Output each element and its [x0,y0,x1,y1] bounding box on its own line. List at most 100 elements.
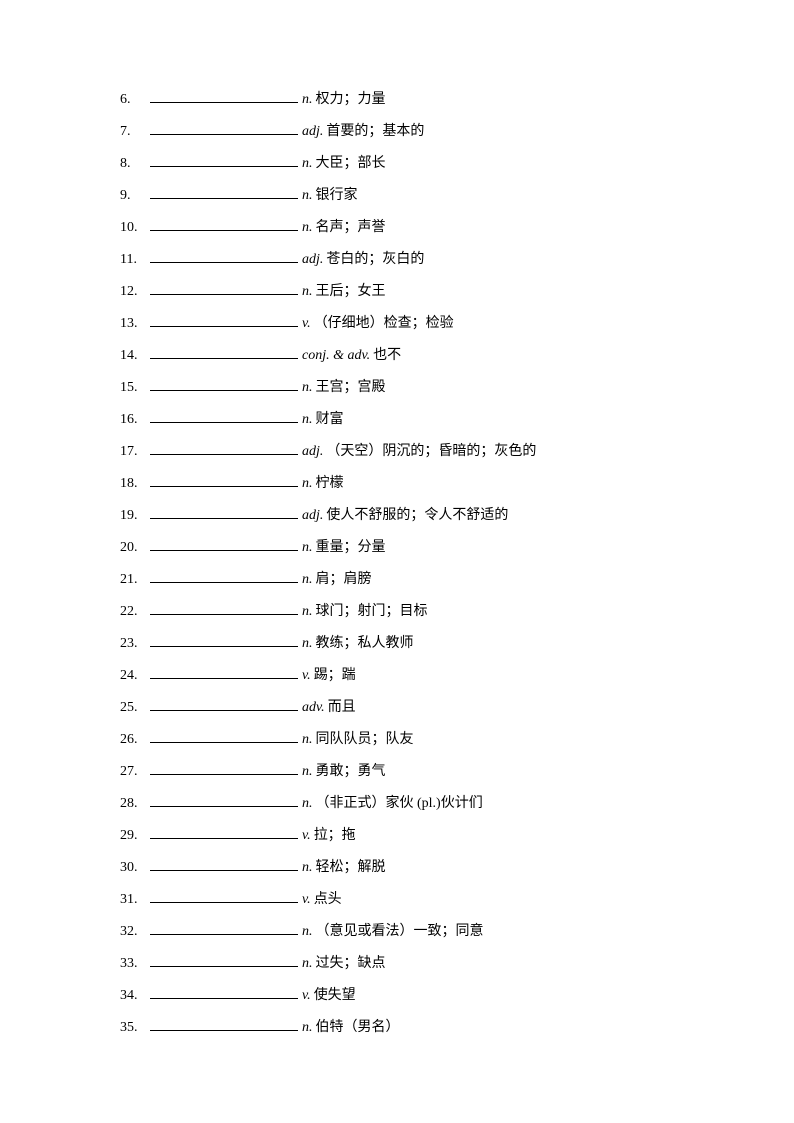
blank-line [150,473,298,487]
vocab-line: 26.n.同队队员；队友 [120,728,674,744]
item-number: 35. [120,1020,148,1036]
definition: 肩；肩膀 [316,568,372,588]
vocab-line: 10.n.名声；声誉 [120,216,674,232]
item-number: 32. [120,924,148,940]
part-of-speech: adj. [302,124,323,140]
part-of-speech: v. [302,316,311,332]
definition: 点头 [314,888,342,908]
item-number: 18. [120,476,148,492]
blank-line [150,601,298,615]
definition: 而且 [328,696,356,716]
vocabulary-list: 6.n.权力；力量7.adj.首要的；基本的8.n.大臣；部长9.n.银行家10… [120,88,674,1032]
blank-line [150,569,298,583]
item-number: 11. [120,252,148,268]
vocab-line: 20.n.重量；分量 [120,536,674,552]
part-of-speech: n. [302,220,313,236]
blank-line [150,633,298,647]
definition: 权力；力量 [316,88,386,108]
part-of-speech: n. [302,956,313,972]
part-of-speech: adv. [302,700,325,716]
definition: 柠檬 [316,472,344,492]
blank-line [150,185,298,199]
item-number: 34. [120,988,148,1004]
item-number: 21. [120,572,148,588]
definition: 轻松；解脱 [316,856,386,876]
part-of-speech: n. [302,92,313,108]
blank-line [150,697,298,711]
part-of-speech: n. [302,284,313,300]
definition: 教练；私人教师 [316,632,414,652]
vocab-line: 17.adj.（天空）阴沉的；昏暗的；灰色的 [120,440,674,456]
blank-line [150,889,298,903]
blank-line [150,953,298,967]
item-number: 27. [120,764,148,780]
item-number: 12. [120,284,148,300]
definition: 大臣；部长 [316,152,386,172]
part-of-speech: v. [302,988,311,1004]
blank-line [150,89,298,103]
item-number: 29. [120,828,148,844]
blank-line [150,857,298,871]
item-number: 30. [120,860,148,876]
vocab-line: 34.v.使失望 [120,984,674,1000]
part-of-speech: n. [302,412,313,428]
definition: （天空）阴沉的；昏暗的；灰色的 [326,440,536,460]
item-number: 20. [120,540,148,556]
part-of-speech: adj. [302,444,323,460]
blank-line [150,153,298,167]
blank-line [150,345,298,359]
item-number: 7. [120,124,148,140]
definition: 苍白的；灰白的 [326,248,424,268]
definition: 过失；缺点 [316,952,386,972]
definition: 银行家 [316,184,358,204]
item-number: 22. [120,604,148,620]
part-of-speech: n. [302,764,313,780]
definition: 勇敢；勇气 [316,760,386,780]
vocab-line: 14.conj. & adv.也不 [120,344,674,360]
item-number: 31. [120,892,148,908]
blank-line [150,441,298,455]
item-number: 10. [120,220,148,236]
part-of-speech: adj. [302,252,323,268]
definition: 拉；拖 [314,824,356,844]
part-of-speech: n. [302,540,313,556]
vocab-line: 7.adj.首要的；基本的 [120,120,674,136]
definition: 首要的；基本的 [326,120,424,140]
blank-line [150,921,298,935]
blank-line [150,313,298,327]
part-of-speech: n. [302,732,313,748]
part-of-speech: n. [302,1020,313,1036]
blank-line [150,281,298,295]
part-of-speech: v. [302,668,311,684]
blank-line [150,793,298,807]
item-number: 6. [120,92,148,108]
blank-line [150,121,298,135]
blank-line [150,249,298,263]
vocab-line: 24.v.踢；踹 [120,664,674,680]
part-of-speech: n. [302,860,313,876]
item-number: 28. [120,796,148,812]
blank-line [150,1017,298,1031]
blank-line [150,377,298,391]
vocab-line: 25.adv.而且 [120,696,674,712]
part-of-speech: v. [302,828,311,844]
definition: 球门；射门；目标 [316,600,428,620]
blank-line [150,505,298,519]
item-number: 14. [120,348,148,364]
blank-line [150,761,298,775]
vocab-line: 11.adj.苍白的；灰白的 [120,248,674,264]
definition: 王宫；宫殿 [316,376,386,396]
vocab-line: 6.n.权力；力量 [120,88,674,104]
definition: 名声；声誉 [316,216,386,236]
part-of-speech: conj. & adv. [302,348,370,364]
definition: （非正式）家伙 (pl.)伙计们 [316,792,483,812]
definition: 伯特（男名） [316,1016,400,1036]
item-number: 8. [120,156,148,172]
vocab-line: 21.n.肩；肩膀 [120,568,674,584]
vocab-line: 13.v.（仔细地）检查；检验 [120,312,674,328]
item-number: 17. [120,444,148,460]
part-of-speech: n. [302,380,313,396]
blank-line [150,537,298,551]
part-of-speech: n. [302,636,313,652]
blank-line [150,665,298,679]
